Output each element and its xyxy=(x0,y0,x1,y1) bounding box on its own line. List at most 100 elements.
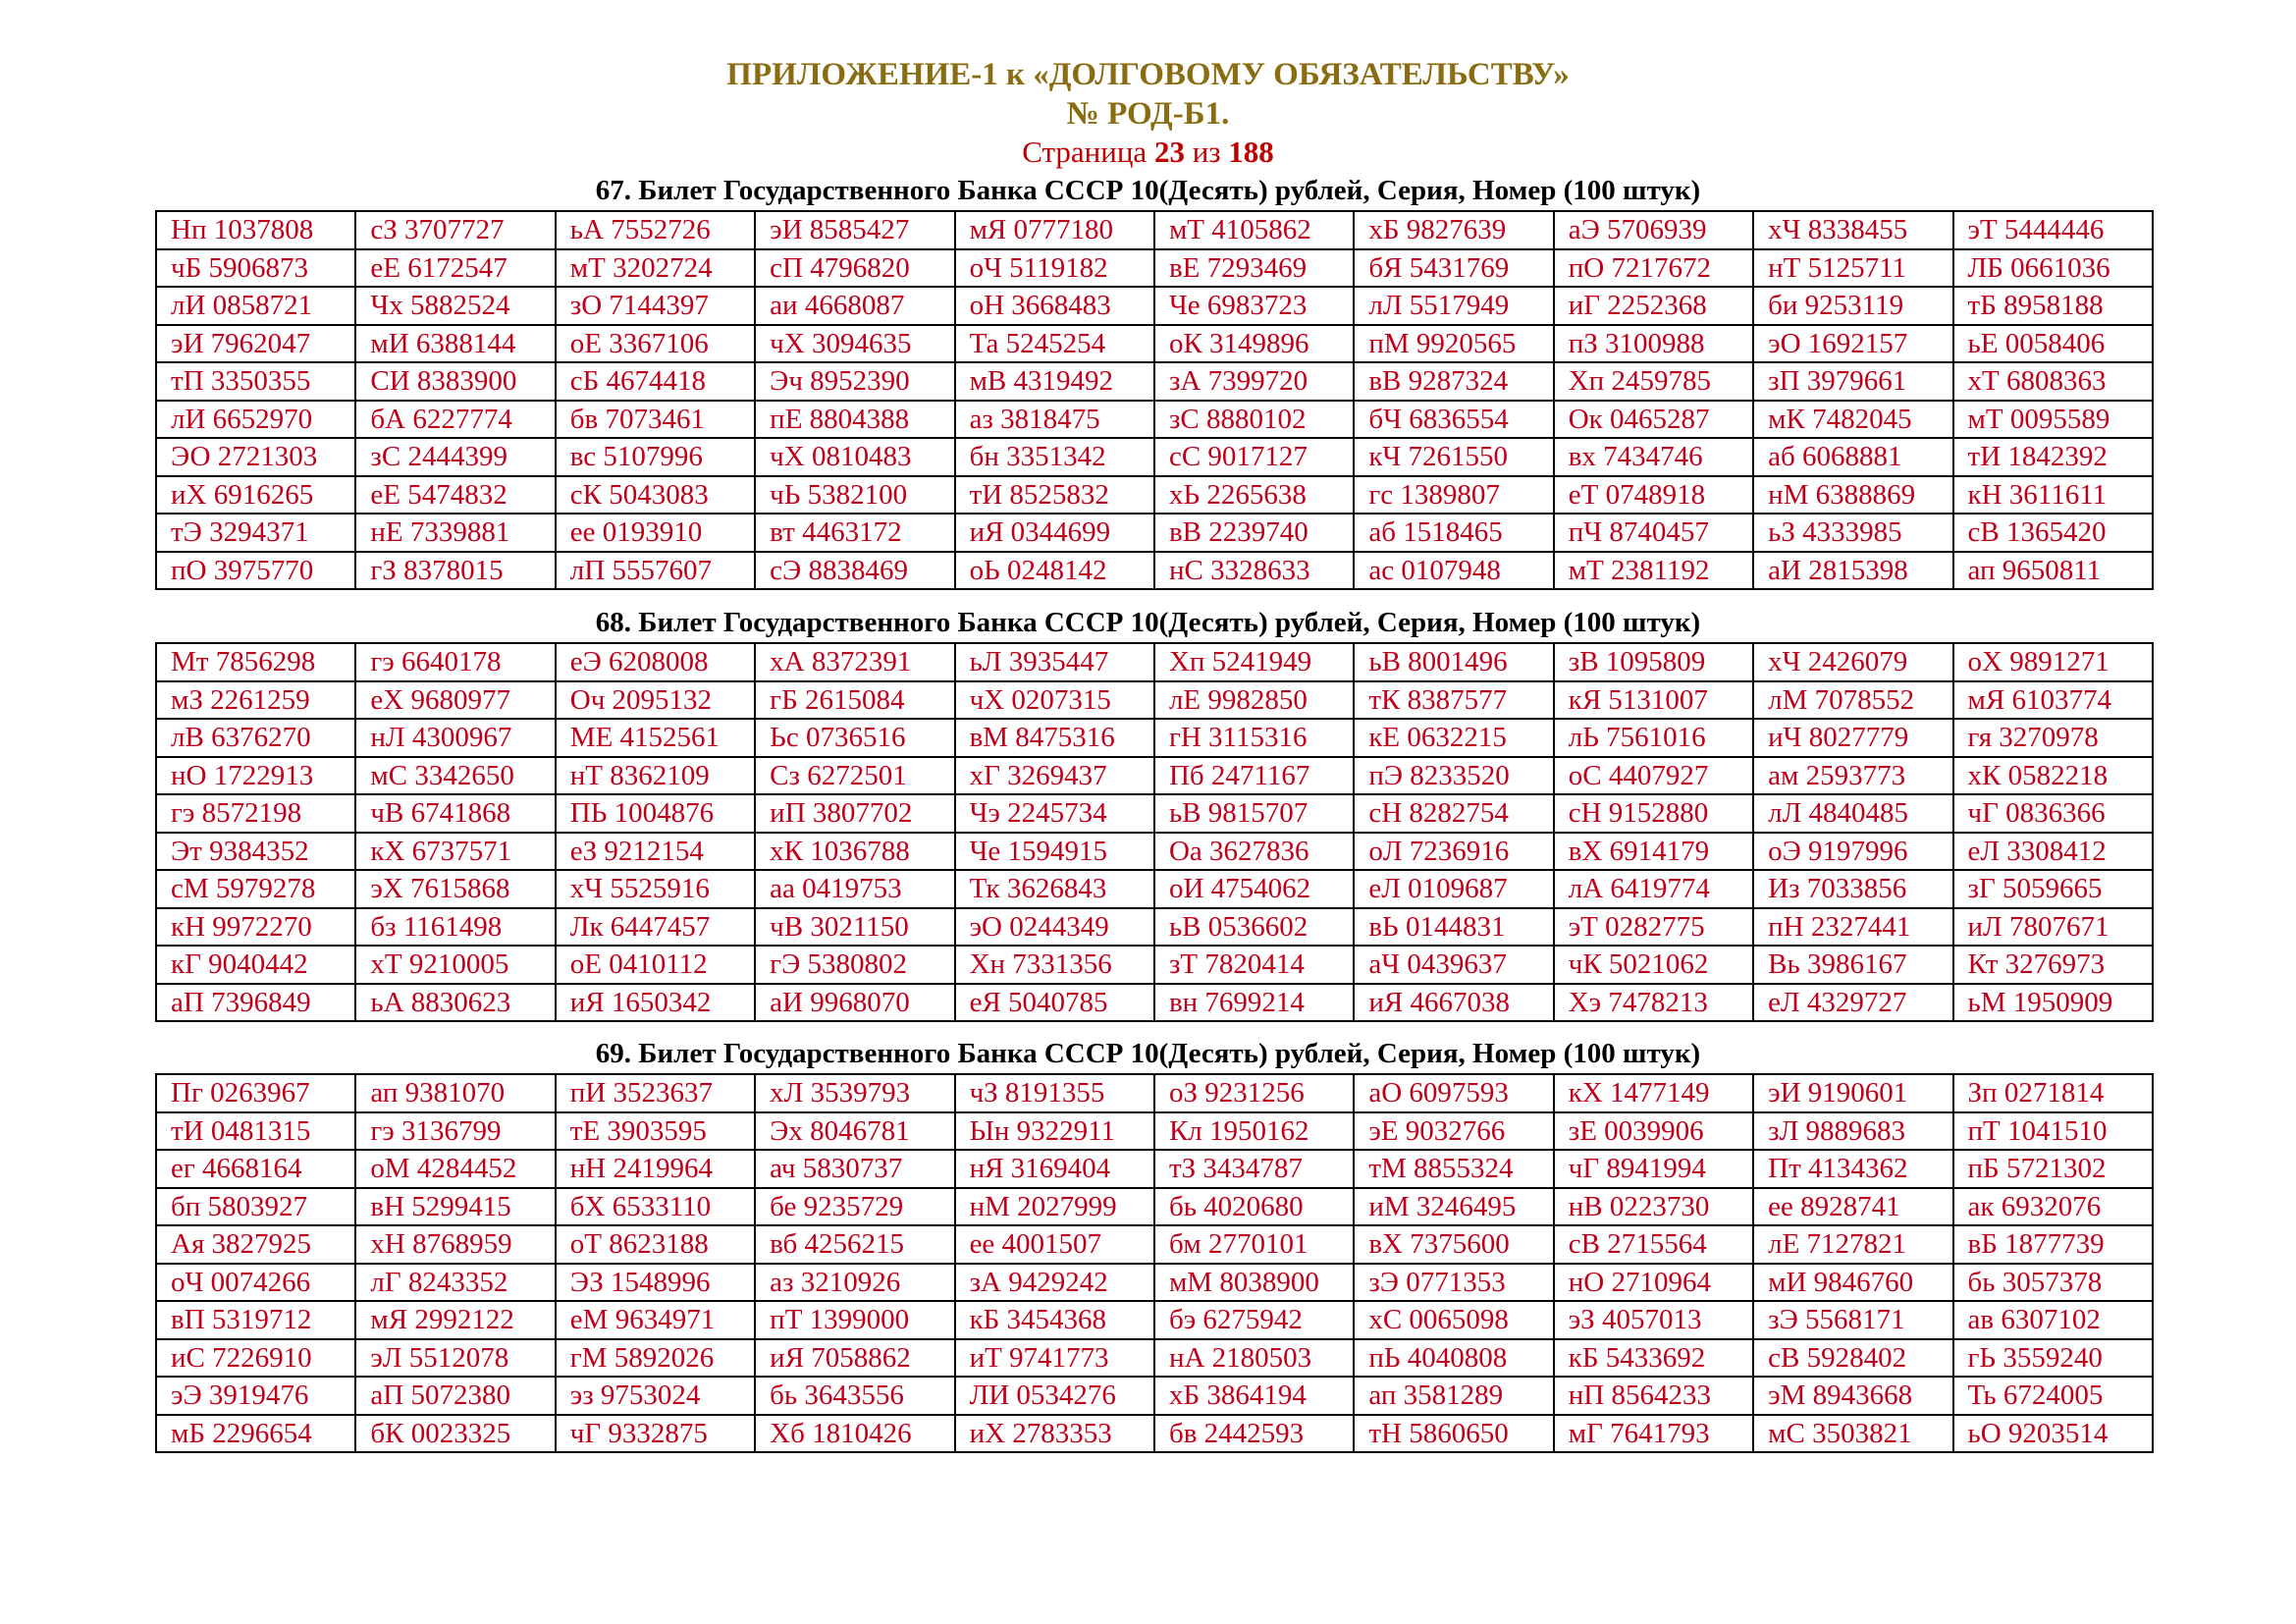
serial-cell: Ть 6724005 xyxy=(1951,1376,2155,1416)
serial-cell: мК 7482045 xyxy=(1752,399,1954,439)
serial-cell: чХ 0207315 xyxy=(953,679,1155,720)
serial-cell: мЯ 2992122 xyxy=(354,1300,557,1340)
serial-cell: пН 2327441 xyxy=(1752,906,1954,947)
serial-cell: Зп 0271814 xyxy=(1951,1073,2155,1113)
table-row: ЭО 2721303 зС 2444399 вс 5107996 чХ 0810483… xyxy=(154,437,2155,477)
serial-cell: лВ 6376270 xyxy=(154,718,357,758)
serial-cell: мТ 0095589 xyxy=(1951,399,2155,439)
serial-cell: оХ 9891271 xyxy=(1951,642,2155,682)
serial-cell: Че 6983723 xyxy=(1152,286,1356,326)
serial-cell: чХ 0810483 xyxy=(754,437,956,477)
serial-cell: лЕ 7127821 xyxy=(1752,1224,1954,1265)
serial-cell: эз 9753024 xyxy=(554,1376,757,1416)
serial-cell: мВ 4319492 xyxy=(953,361,1155,402)
serial-cell: нА 2180503 xyxy=(1152,1337,1356,1378)
serial-cell: вб 4256215 xyxy=(754,1224,956,1265)
serial-cell: эИ 9190601 xyxy=(1752,1073,1954,1113)
serial-cell: Пт 4134362 xyxy=(1752,1149,1954,1189)
serial-cell: эЕ 9032766 xyxy=(1353,1110,1555,1151)
serial-cell: Мт 7856298 xyxy=(154,642,357,682)
serial-cell: мБ 2296654 xyxy=(154,1413,357,1453)
serial-cell: ЛИ 0534276 xyxy=(953,1376,1155,1416)
serial-cell: оЧ 0074266 xyxy=(154,1262,357,1302)
serial-cell: ЭО 2721303 xyxy=(154,437,357,477)
serial-cell: ьА 8830623 xyxy=(354,982,557,1022)
table-row: лИ 0858721 Чх 5882524 зО 7144397 аи 4668087… xyxy=(154,286,2155,326)
table-row: Ая 3827925 хН 8768959 оТ 8623188 вб 4256215… xyxy=(154,1224,2155,1265)
serial-cell: тН 5860650 xyxy=(1353,1413,1555,1453)
serial-cell: чГ 0836366 xyxy=(1951,793,2155,834)
table-row: кН 9972270 бз 1161498 Лк 6447457 чВ 3021150… xyxy=(154,906,2155,947)
serial-cell: аб 1518465 xyxy=(1353,513,1555,553)
serial-cell: пТ 1399000 xyxy=(754,1300,956,1340)
serial-cell: кГ 9040442 xyxy=(154,945,357,985)
serial-cell: чК 5021062 xyxy=(1552,945,1755,985)
serial-cell: бА 6227774 xyxy=(354,399,557,439)
serial-cell: ьВ 9815707 xyxy=(1152,793,1356,834)
serial-cell: ее 8928741 xyxy=(1752,1186,1954,1226)
serial-cell: нТ 5125711 xyxy=(1752,247,1954,288)
serial-cell: иХ 6916265 xyxy=(154,474,357,514)
serial-cell: ам 2593773 xyxy=(1752,755,1954,795)
table-row: ег 4668164 оМ 4284452 нН 2419964 ач 5830737… xyxy=(154,1149,2155,1189)
serial-cell: еТ 0748918 xyxy=(1552,474,1755,514)
serial-cell: тМ 8855324 xyxy=(1353,1149,1555,1189)
serial-cell: бь 4020680 xyxy=(1152,1186,1356,1226)
serial-cell: ьЕ 0058406 xyxy=(1951,323,2155,363)
serial-cell: оЕ 0410112 xyxy=(554,945,757,985)
serial-cell: нЯ 3169404 xyxy=(953,1149,1155,1189)
page-indicator: Страница 23 из 188 xyxy=(0,135,2296,170)
serial-cell: лЛ 5517949 xyxy=(1353,286,1555,326)
serial-cell: лП 5557607 xyxy=(554,550,757,590)
serial-cell: сН 9152880 xyxy=(1552,793,1755,834)
serial-cell: иХ 2783353 xyxy=(953,1413,1155,1453)
serial-cell: лЛ 4840485 xyxy=(1752,793,1954,834)
serial-cell: Оа 3627836 xyxy=(1152,831,1356,871)
table-row: иС 7226910 эЛ 5512078 гМ 5892026 иЯ 7058862… xyxy=(154,1337,2155,1378)
serial-cell: гс 1389807 xyxy=(1353,474,1555,514)
serial-cell: хБ 3864194 xyxy=(1152,1376,1356,1416)
serial-cell: оЧ 5119182 xyxy=(953,247,1155,288)
serial-cell: ач 5830737 xyxy=(754,1149,956,1189)
serial-cell: оН 3668483 xyxy=(953,286,1155,326)
serial-cell: вВ 2239740 xyxy=(1152,513,1356,553)
table-row: вП 5319712 мЯ 2992122 еМ 9634971 пТ 1399000… xyxy=(154,1300,2155,1340)
table-row: Пг 0263967 ап 9381070 пИ 3523637 хЛ 3539793… xyxy=(154,1073,2155,1113)
serial-cell: эТ 5444446 xyxy=(1951,210,2155,250)
serial-cell: эИ 8585427 xyxy=(754,210,956,250)
serial-cell: ЛБ 0661036 xyxy=(1951,247,2155,288)
serial-cell: сН 8282754 xyxy=(1353,793,1555,834)
serial-cell: Из 7033856 xyxy=(1752,869,1954,909)
serial-cell: Хн 7331356 xyxy=(953,945,1155,985)
serial-cell: лЬ 7561016 xyxy=(1552,718,1755,758)
serial-cell: лЕ 9982850 xyxy=(1152,679,1356,720)
serial-cell: пЬ 4040808 xyxy=(1353,1337,1555,1378)
serial-cell: Сз 6272501 xyxy=(754,755,956,795)
serial-cell: ак 6932076 xyxy=(1951,1186,2155,1226)
serial-cell: эМ 8943668 xyxy=(1752,1376,1954,1416)
serial-cell: Вь 3986167 xyxy=(1752,945,1954,985)
serial-cell: гэ 3136799 xyxy=(354,1110,557,1151)
serial-cell: еЭ 6208008 xyxy=(554,642,757,682)
serial-cell: еЯ 5040785 xyxy=(953,982,1155,1022)
serial-cell: вХ 7375600 xyxy=(1353,1224,1555,1265)
page-current: 23 xyxy=(1153,135,1185,169)
table-row: Эт 9384352 кХ 6737571 еЗ 9212154 хК 1036788… xyxy=(154,831,2155,871)
page-prefix: Страница xyxy=(1022,135,1154,169)
serial-cell: нО 1722913 xyxy=(154,755,357,795)
serial-cell: оК 3149896 xyxy=(1152,323,1356,363)
serial-cell: хТ 6808363 xyxy=(1951,361,2155,402)
serial-cell: гЗ 8378015 xyxy=(354,550,557,590)
serial-cell: хТ 9210005 xyxy=(354,945,557,985)
serial-cell: нН 2419964 xyxy=(554,1149,757,1189)
serial-cell: бм 2770101 xyxy=(1152,1224,1356,1265)
serial-cell: еЛ 3308412 xyxy=(1951,831,2155,871)
serial-cell: бе 9235729 xyxy=(754,1186,956,1226)
serial-cell: ьВ 0536602 xyxy=(1152,906,1356,947)
serial-cell: хН 8768959 xyxy=(354,1224,557,1265)
serial-cell: эТ 0282775 xyxy=(1552,906,1755,947)
section-caption-69: 69. Билет Государственного Банка СССР 10… xyxy=(595,1038,1701,1069)
serial-cell: пМ 9920565 xyxy=(1353,323,1555,363)
serial-cell: еЗ 9212154 xyxy=(554,831,757,871)
serial-cell: аО 6097593 xyxy=(1353,1073,1555,1113)
